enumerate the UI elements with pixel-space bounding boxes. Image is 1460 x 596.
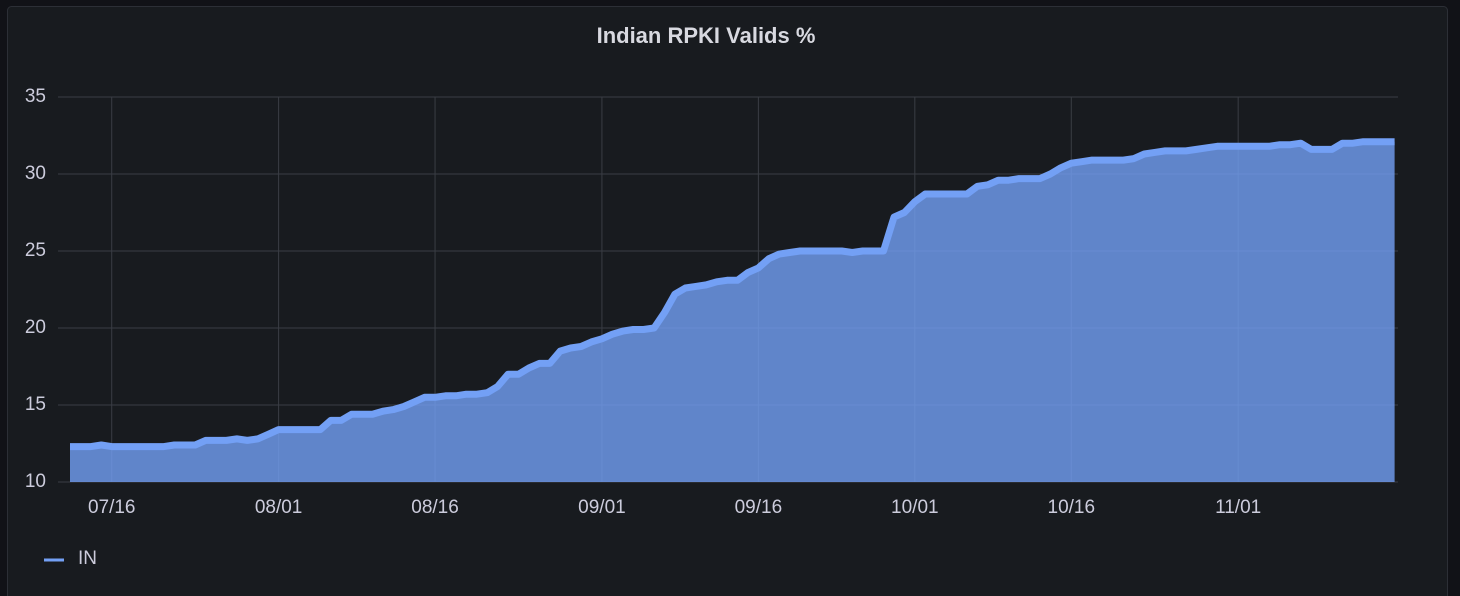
y-tick-label: 30 — [25, 163, 46, 184]
x-tick-label: 10/01 — [891, 497, 939, 518]
y-tick-label: 25 — [25, 240, 46, 261]
x-tick-label: 09/16 — [735, 497, 783, 518]
y-tick-label: 20 — [25, 317, 46, 338]
x-tick-label: 11/01 — [1215, 497, 1261, 518]
legend-label: IN — [78, 548, 97, 569]
chart-title: Indian RPKI Valids % — [597, 23, 816, 48]
x-tick-label: 07/16 — [88, 497, 136, 518]
series-line — [70, 138, 1395, 451]
y-tick-label: 35 — [25, 86, 46, 107]
x-tick-label: 09/01 — [578, 497, 626, 518]
x-tick-label: 08/01 — [255, 497, 303, 518]
y-tick-label: 10 — [25, 471, 46, 492]
y-tick-label: 15 — [25, 394, 46, 415]
x-tick-label: 10/16 — [1048, 497, 1096, 518]
area-fill — [70, 141, 1395, 482]
x-tick-label: 08/16 — [411, 497, 459, 518]
